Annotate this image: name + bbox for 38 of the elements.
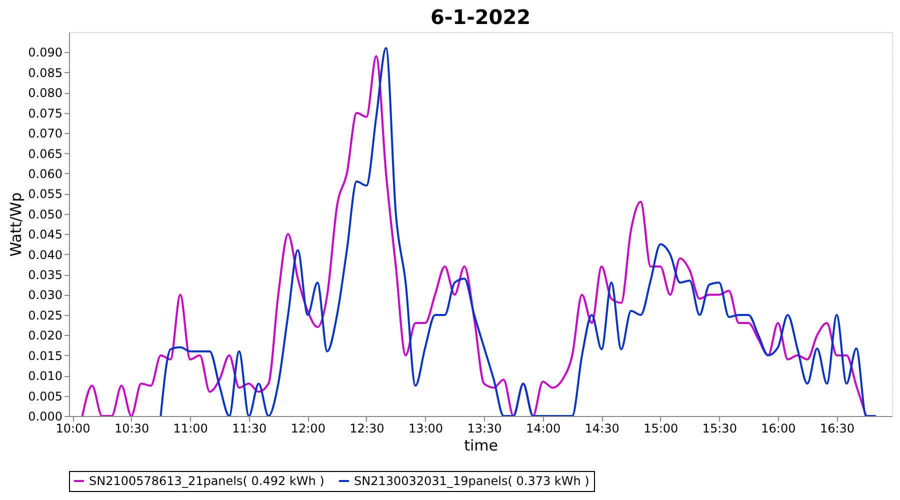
x-tick-label: 14:30 bbox=[584, 422, 620, 436]
legend-label: SN2100578613_21panels( 0.492 kWh ) bbox=[89, 474, 324, 488]
x-tick-label: 10:00 bbox=[56, 422, 90, 436]
y-tick-label: 0.005 bbox=[28, 389, 62, 404]
y-tick-label: 0.035 bbox=[28, 268, 62, 282]
y-tick-label: 0.055 bbox=[28, 187, 62, 202]
legend-label: SN2130032031_19panels( 0.373 kWh ) bbox=[354, 474, 590, 488]
y-tick-label: 0.050 bbox=[28, 207, 62, 222]
y-tick-label: 0.080 bbox=[28, 86, 62, 100]
y-tick-label: 0.015 bbox=[28, 348, 62, 363]
x-tick-label: 12:30 bbox=[350, 422, 384, 436]
x-tick-label: 14:00 bbox=[526, 422, 561, 436]
chart-title: 6-1-2022 bbox=[430, 5, 531, 29]
x-axis-title: time bbox=[464, 436, 498, 454]
y-tick-label: 0.065 bbox=[28, 146, 62, 161]
y-tick-label: 0.060 bbox=[28, 166, 62, 181]
y-tick-label: 0.070 bbox=[28, 126, 62, 141]
y-tick-label: 0.020 bbox=[28, 328, 62, 343]
x-tick-label: 12:00 bbox=[290, 422, 326, 436]
y-tick-label: 0.010 bbox=[28, 369, 62, 384]
x-tick-label: 15:30 bbox=[702, 422, 737, 436]
x-tick-label: 15:00 bbox=[644, 422, 678, 436]
y-tick-label: 0.085 bbox=[28, 66, 62, 80]
x-tick-label: 10:30 bbox=[114, 422, 150, 436]
y-tick-label: 0.075 bbox=[28, 106, 62, 120]
x-tick-label: 16:30 bbox=[820, 422, 855, 436]
y-tick-label: 0.090 bbox=[28, 46, 62, 60]
y-tick-label: 0.045 bbox=[28, 228, 62, 242]
x-tick-label: 11:30 bbox=[232, 422, 267, 436]
x-tick-label: 16:00 bbox=[761, 422, 796, 436]
y-axis-title: Watt/Wp bbox=[7, 192, 26, 257]
y-tick-label: 0.000 bbox=[28, 410, 62, 424]
y-tick-label: 0.025 bbox=[28, 308, 62, 322]
y-tick-label: 0.040 bbox=[28, 248, 62, 262]
x-tick-label: 13:30 bbox=[467, 422, 502, 436]
y-tick-label: 0.030 bbox=[28, 288, 62, 302]
x-tick-label: 11:00 bbox=[173, 422, 208, 436]
x-tick-label: 13:00 bbox=[408, 422, 444, 436]
